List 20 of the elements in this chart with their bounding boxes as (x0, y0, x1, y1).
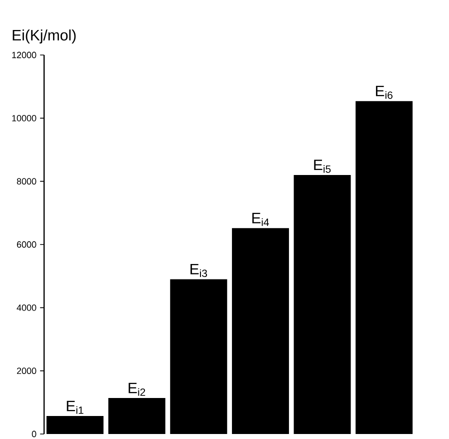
bar (356, 101, 413, 434)
bar (108, 398, 166, 434)
x-tick-label: E$_{i6}$ (376, 86, 392, 99)
bar (232, 228, 289, 434)
x-tick-label: E$_{i5}$ (314, 160, 331, 173)
bar (46, 416, 104, 434)
y-tick-label: 12000 (12, 52, 36, 58)
y-tick-label: 0 (32, 430, 36, 438)
x-tick-label: E$_{i4}$ (252, 212, 269, 226)
y-tick-label: 8000 (16, 178, 36, 185)
y-tick-label: 10000 (12, 114, 36, 122)
x-tick-label: E$_{i1}$ (66, 400, 84, 414)
y-tick-label: 4000 (16, 304, 36, 311)
bar (294, 175, 351, 434)
y-tick-label: 2000 (16, 368, 36, 374)
y-tick-label: 6000 (16, 241, 36, 248)
x-tick-label: E$_{i3}$ (190, 264, 208, 278)
bar (170, 279, 228, 434)
x-tick-label: E$_{i2}$ (128, 382, 146, 396)
y-axis-title: Ei(Kj/mol) (12, 29, 76, 44)
